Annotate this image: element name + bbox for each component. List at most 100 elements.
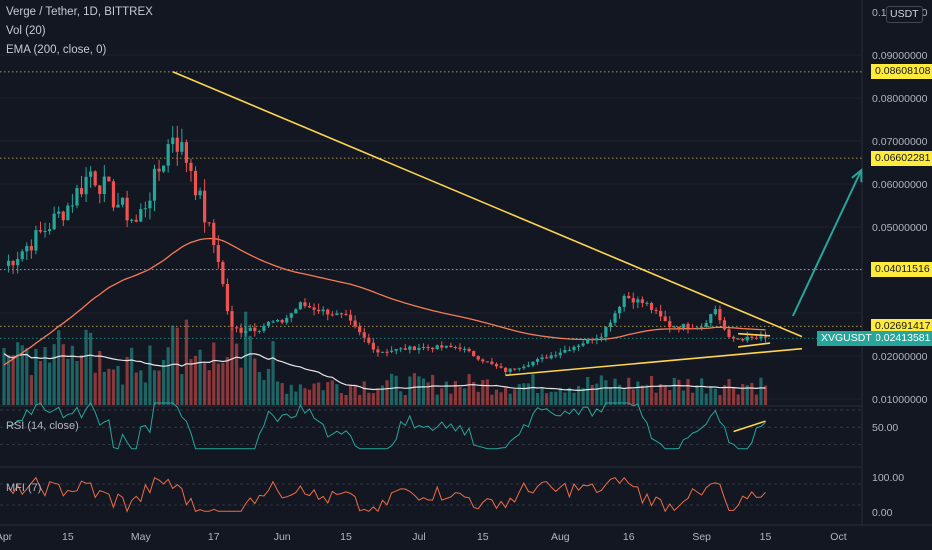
- volume-bar: [431, 374, 435, 405]
- projection-arrow: [791, 169, 863, 317]
- volume-bar: [57, 330, 61, 405]
- price-tick-label: 0.08000000: [872, 93, 928, 105]
- horizontal-levels: [0, 71, 862, 339]
- volume-bar: [736, 394, 740, 405]
- candle-body: [248, 327, 252, 332]
- candle-body: [212, 222, 216, 246]
- volume-bar: [385, 380, 389, 405]
- volume-bar: [426, 382, 430, 405]
- volume-bars: [2, 311, 768, 405]
- volume-bar: [353, 384, 357, 405]
- candle-body: [412, 346, 416, 350]
- candle-body: [371, 342, 375, 350]
- candle-body: [148, 200, 152, 209]
- candle-body: [303, 302, 307, 307]
- ema-indicator-label[interactable]: EMA (200, close, 0): [6, 44, 107, 56]
- chart-title[interactable]: Verge / Tether, 1D, BITTREX: [6, 6, 153, 18]
- volume-bar: [472, 381, 476, 405]
- volume-ma-line: [3, 353, 766, 392]
- candle-body: [326, 309, 330, 315]
- candle-body: [713, 309, 717, 315]
- candle-body: [736, 338, 740, 340]
- volume-bar: [216, 363, 220, 405]
- candle-body: [672, 326, 676, 328]
- candle-body: [276, 319, 280, 322]
- time-axis-label: Jul: [412, 531, 425, 543]
- candle-body: [504, 367, 508, 372]
- candle-body: [253, 327, 257, 332]
- candle-body: [330, 314, 334, 316]
- mfi-indicator-label[interactable]: MFI (7): [6, 482, 42, 494]
- candle-body: [700, 326, 704, 328]
- volume-bar: [162, 359, 166, 405]
- volume-bar: [380, 385, 385, 405]
- candle-body: [421, 347, 426, 349]
- candle-body: [599, 336, 603, 339]
- volume-bar: [513, 389, 517, 405]
- volume-bar: [193, 355, 198, 405]
- volume-bar: [307, 389, 312, 405]
- volume-bar: [722, 385, 727, 405]
- candle-body: [499, 366, 503, 368]
- candle-body: [289, 313, 293, 318]
- candle-body: [339, 313, 344, 315]
- candle-body: [321, 309, 325, 312]
- volume-indicator-label[interactable]: Vol (20): [6, 25, 46, 37]
- candle-body: [563, 349, 567, 353]
- time-axis-label: Jun: [274, 531, 291, 543]
- candle-body: [93, 171, 97, 186]
- volume-bar: [98, 350, 102, 405]
- volume-bar: [184, 319, 188, 405]
- candle-body: [704, 323, 708, 327]
- volume-bar: [148, 345, 152, 405]
- volume-bar: [2, 347, 6, 405]
- volume-bar: [230, 328, 234, 405]
- candle-body: [435, 345, 439, 350]
- volume-bar: [408, 376, 412, 405]
- candle-body: [66, 205, 70, 221]
- candle-body: [367, 337, 371, 343]
- candle-body: [754, 337, 758, 339]
- volume-bar: [654, 392, 658, 405]
- candle-body: [294, 309, 298, 314]
- volume-bar: [727, 379, 731, 405]
- projection-arrow-head: [851, 168, 863, 183]
- candle-body: [472, 351, 476, 357]
- rsi-indicator-label[interactable]: RSI (14, close): [6, 420, 79, 432]
- volume-bar: [640, 385, 644, 405]
- candle-body: [426, 347, 430, 349]
- volume-bar: [608, 387, 613, 405]
- price-tag: 0.06602281: [871, 150, 932, 166]
- volume-bar: [198, 349, 202, 405]
- candle-body: [572, 346, 576, 350]
- candle-body: [166, 144, 170, 166]
- candle-body: [485, 361, 489, 363]
- candle-body: [531, 361, 535, 366]
- grid-lines: [0, 0, 932, 526]
- candle-body: [741, 339, 745, 341]
- rsi-tick-label: 50.00: [872, 422, 898, 434]
- trendlines[interactable]: [172, 71, 863, 377]
- candle-body: [690, 328, 695, 330]
- candle-body: [312, 307, 316, 310]
- volume-bar: [681, 390, 686, 405]
- time-axis-label: 16: [623, 531, 635, 543]
- currency-button[interactable]: USDT: [886, 6, 923, 23]
- volume-bar: [111, 369, 116, 405]
- volume-bar: [554, 391, 558, 405]
- candle-body: [722, 320, 727, 330]
- candle-body: [207, 222, 211, 224]
- volume-bar: [321, 390, 325, 405]
- volume-bar: [70, 345, 74, 405]
- volume-bar: [344, 394, 348, 405]
- volume-bar: [326, 382, 330, 405]
- volume-bar: [567, 387, 572, 405]
- candle-body: [358, 326, 362, 333]
- volume-bar: [253, 358, 257, 405]
- candle-body: [513, 368, 517, 370]
- volume-bar: [225, 357, 230, 405]
- volume-bar: [499, 392, 503, 405]
- volume-bar: [449, 393, 453, 405]
- candle-body: [57, 211, 61, 214]
